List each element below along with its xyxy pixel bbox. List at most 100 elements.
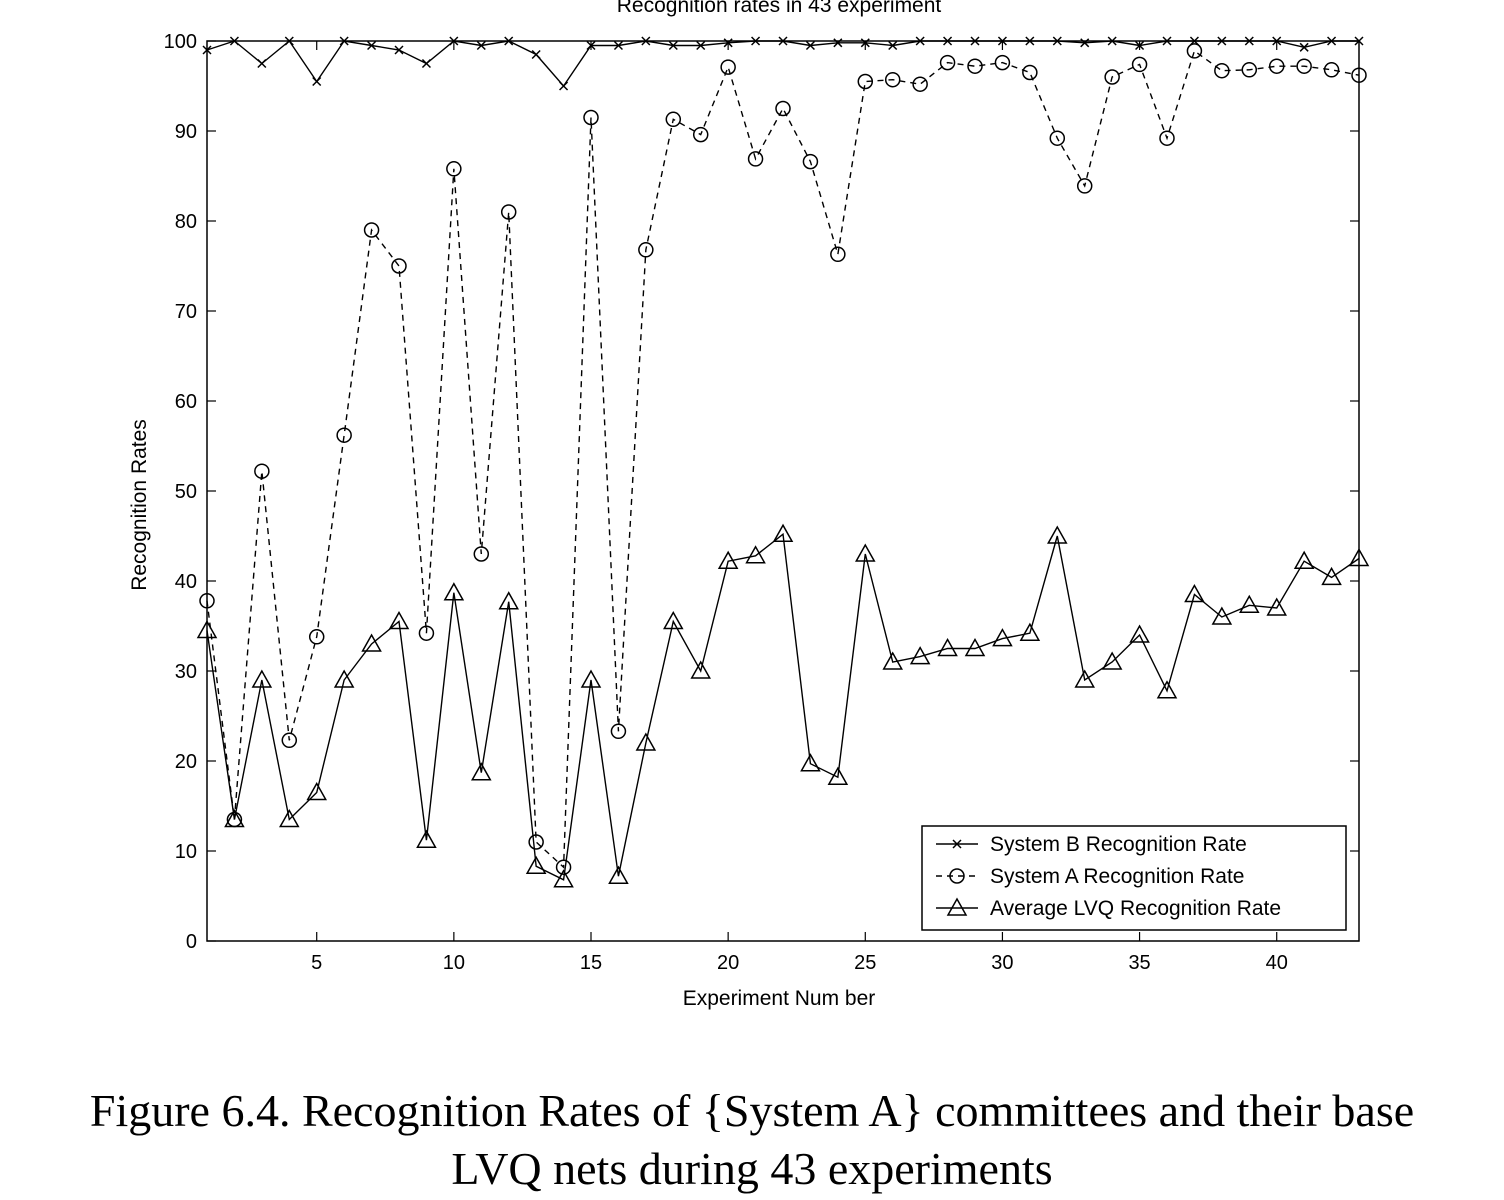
data-point bbox=[1239, 594, 1260, 614]
data-point bbox=[1052, 36, 1062, 46]
legend-label: System B Recognition Rate bbox=[990, 833, 1247, 856]
data-point bbox=[306, 781, 327, 801]
data-point bbox=[1266, 597, 1287, 616]
data-point bbox=[857, 73, 874, 90]
data-point bbox=[1047, 525, 1068, 544]
data-point bbox=[802, 153, 819, 170]
data-point bbox=[717, 550, 739, 569]
data-point bbox=[665, 111, 682, 128]
x-tick-label: 35 bbox=[1128, 952, 1150, 974]
figure-caption: Figure 6.4. Recognition Rates of {System… bbox=[0, 1082, 1504, 1198]
series-line bbox=[206, 532, 1360, 881]
y-tick-label: 70 bbox=[175, 301, 197, 323]
data-point bbox=[531, 49, 541, 60]
data-point bbox=[312, 76, 322, 87]
y-tick-label: 50 bbox=[175, 481, 197, 503]
y-tick-label: 80 bbox=[175, 211, 197, 233]
legend-marker bbox=[949, 868, 965, 884]
legend-label: Average LVQ Recognition Rate bbox=[990, 897, 1281, 920]
legend-marker bbox=[952, 839, 962, 849]
data-point bbox=[696, 40, 706, 51]
data-point bbox=[964, 637, 986, 657]
data-point bbox=[608, 865, 629, 884]
line-chart: Recognition rates in 43 experiment 0 10 20… bbox=[128, 0, 1370, 1010]
data-point bbox=[1214, 62, 1230, 79]
data-point bbox=[1293, 550, 1315, 569]
data-point bbox=[1272, 36, 1282, 46]
data-point bbox=[1107, 36, 1117, 46]
x-tick-label: 5 bbox=[311, 952, 322, 974]
data-point bbox=[1019, 622, 1041, 641]
data-point bbox=[361, 633, 382, 652]
chart-container: Recognition rates in 43 experiment 0 10 20… bbox=[128, 0, 1370, 1010]
data-point bbox=[668, 40, 678, 51]
data-point bbox=[1076, 178, 1093, 194]
data-point bbox=[1049, 130, 1066, 146]
data-point bbox=[363, 222, 380, 238]
data-point bbox=[553, 869, 574, 888]
series-line bbox=[206, 49, 1360, 869]
data-point bbox=[281, 732, 298, 749]
data-point bbox=[884, 71, 901, 88]
data-point bbox=[1296, 58, 1312, 74]
data-point bbox=[504, 36, 514, 46]
data-point bbox=[1217, 36, 1227, 46]
data-point bbox=[308, 629, 325, 645]
data-point bbox=[775, 100, 791, 117]
data-point bbox=[1074, 669, 1095, 688]
data-point bbox=[421, 58, 431, 69]
data-point bbox=[1299, 42, 1309, 52]
data-point bbox=[690, 660, 711, 679]
data-point bbox=[888, 40, 898, 51]
data-point bbox=[1184, 583, 1205, 603]
x-tick-label: 40 bbox=[1266, 952, 1288, 974]
plot-axes: 0 10 20 30 40 50 60 70 80 90 100 5 10 15 20 25 30 35 40 bbox=[164, 31, 1360, 974]
data-point bbox=[1080, 38, 1090, 48]
data-point bbox=[909, 646, 931, 665]
data-point bbox=[1131, 56, 1148, 73]
y-tick-label: 0 bbox=[186, 931, 197, 953]
data-point bbox=[663, 610, 684, 630]
data-point bbox=[449, 36, 459, 46]
data-point bbox=[827, 766, 849, 785]
data-point bbox=[1354, 36, 1364, 46]
data-point bbox=[997, 36, 1007, 46]
data-point bbox=[610, 723, 627, 740]
data-point bbox=[443, 582, 465, 601]
data-point bbox=[391, 258, 407, 274]
series-1 bbox=[202, 36, 1364, 91]
data-point bbox=[1022, 64, 1038, 81]
data-point bbox=[830, 246, 846, 263]
plot-frame bbox=[206, 40, 1360, 942]
legend-box bbox=[921, 825, 1347, 931]
data-point bbox=[751, 36, 761, 46]
data-point bbox=[367, 40, 377, 51]
x-tick-label: 30 bbox=[991, 952, 1013, 974]
data-point bbox=[473, 546, 490, 562]
data-point bbox=[498, 591, 519, 610]
data-point bbox=[583, 109, 599, 126]
data-point bbox=[1162, 36, 1172, 46]
legend-label: System A Recognition Rate bbox=[990, 865, 1244, 888]
data-point bbox=[1129, 624, 1150, 643]
data-point bbox=[641, 36, 651, 46]
x-tick-label: 15 bbox=[580, 952, 602, 974]
data-point bbox=[555, 859, 572, 875]
data-point bbox=[613, 40, 623, 51]
data-point bbox=[778, 36, 788, 46]
legend: System B Recognition Rate System A Recogn… bbox=[921, 825, 1347, 931]
data-point bbox=[1323, 62, 1340, 78]
data-point bbox=[1327, 36, 1337, 46]
y-tick-label: 90 bbox=[175, 121, 197, 143]
data-point bbox=[939, 54, 956, 71]
data-point bbox=[1321, 566, 1342, 586]
caption-line-1: Figure 6.4. Recognition Rates of {System… bbox=[89, 1085, 1415, 1136]
data-point bbox=[912, 76, 928, 92]
x-tick-label: 20 bbox=[717, 952, 739, 974]
data-point bbox=[635, 732, 657, 751]
data-point bbox=[967, 58, 983, 74]
data-point bbox=[339, 36, 349, 46]
data-point bbox=[257, 58, 267, 69]
data-point bbox=[860, 38, 870, 48]
series-line bbox=[206, 39, 1359, 88]
